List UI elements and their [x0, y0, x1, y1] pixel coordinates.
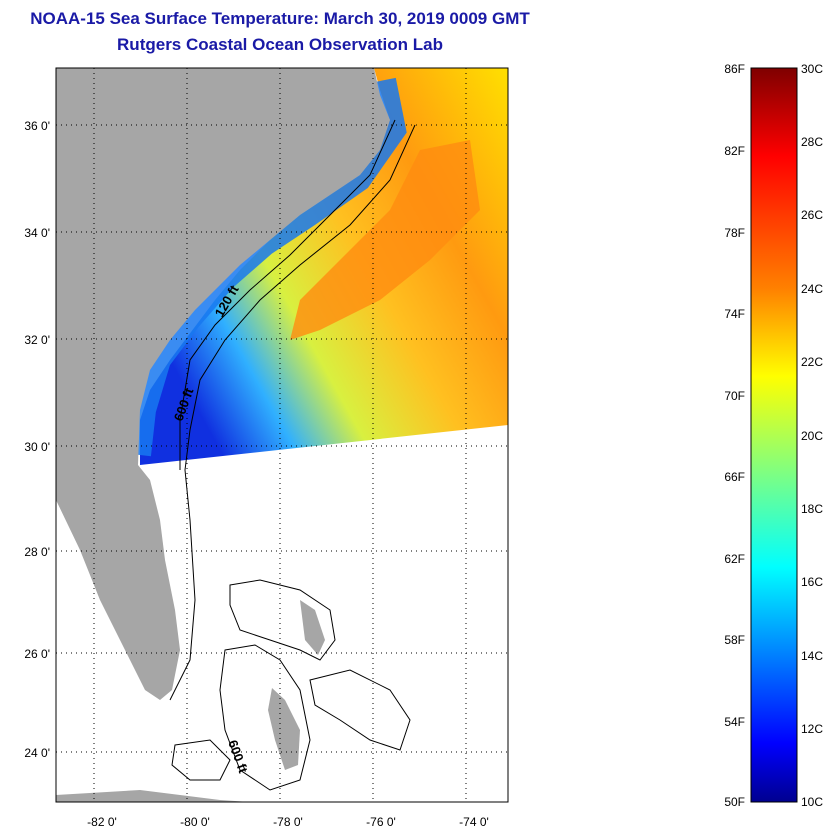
colorbar-f-label: 82F [724, 144, 745, 158]
map-title: NOAA-15 Sea Surface Temperature: March 3… [30, 9, 530, 28]
lat-tick: 30 0' [24, 440, 50, 454]
colorbar-c-label: 14C [801, 649, 823, 663]
colorbar-f-label: 54F [724, 715, 745, 729]
lon-tick: -80 0' [180, 815, 210, 829]
lat-tick: 36 0' [24, 119, 50, 133]
colorbar-f-label: 86F [724, 62, 745, 76]
cold-coastal-band [129, 77, 407, 457]
colorbar [750, 67, 798, 803]
colorbar-f-label: 58F [724, 633, 745, 647]
land-cuba [56, 790, 250, 802]
lon-tick: -78 0' [273, 815, 303, 829]
colorbar-c-label: 12C [801, 722, 823, 736]
colorbar-c-label: 16C [801, 575, 823, 589]
colorbar-c-label: 10C [801, 795, 823, 809]
contour-line [219, 644, 311, 791]
lat-tick: 34 0' [24, 226, 50, 240]
warm-core [290, 140, 480, 340]
land-andros [268, 688, 300, 770]
colorbar-c-label: 18C [801, 502, 823, 516]
colorbar-f-label: 50F [724, 795, 745, 809]
land-mainland [56, 68, 390, 700]
colorbar-f-label: 70F [724, 389, 745, 403]
colorbar-c-label: 22C [801, 355, 823, 369]
lat-tick: 28 0' [24, 545, 50, 559]
lat-tick: 24 0' [24, 746, 50, 760]
colorbar-c-label: 26C [801, 208, 823, 222]
land-abaco [300, 600, 325, 655]
colorbar-f-label: 74F [724, 307, 745, 321]
contour-line [171, 739, 231, 781]
graticule [56, 68, 508, 802]
map-subtitle: Rutgers Coastal Ocean Observation Lab [117, 35, 443, 54]
colorbar-c-label: 20C [801, 429, 823, 443]
lat-tick: 26 0' [24, 647, 50, 661]
lat-tick: 32 0' [24, 333, 50, 347]
colorbar-f-label: 66F [724, 470, 745, 484]
contour-line [169, 124, 416, 701]
contour-line [179, 119, 396, 470]
colorbar-c-label: 30C [801, 62, 823, 76]
lon-tick: -76 0' [366, 815, 396, 829]
colorbar-c-label: 28C [801, 135, 823, 149]
colorbar-f-label: 62F [724, 552, 745, 566]
colorbar-f-label: 78F [724, 226, 745, 240]
lon-tick: -82 0' [87, 815, 117, 829]
lon-tick: -74 0' [459, 815, 489, 829]
colorbar-c-label: 24C [801, 282, 823, 296]
contour-line [309, 669, 411, 751]
contour-line [229, 579, 336, 661]
